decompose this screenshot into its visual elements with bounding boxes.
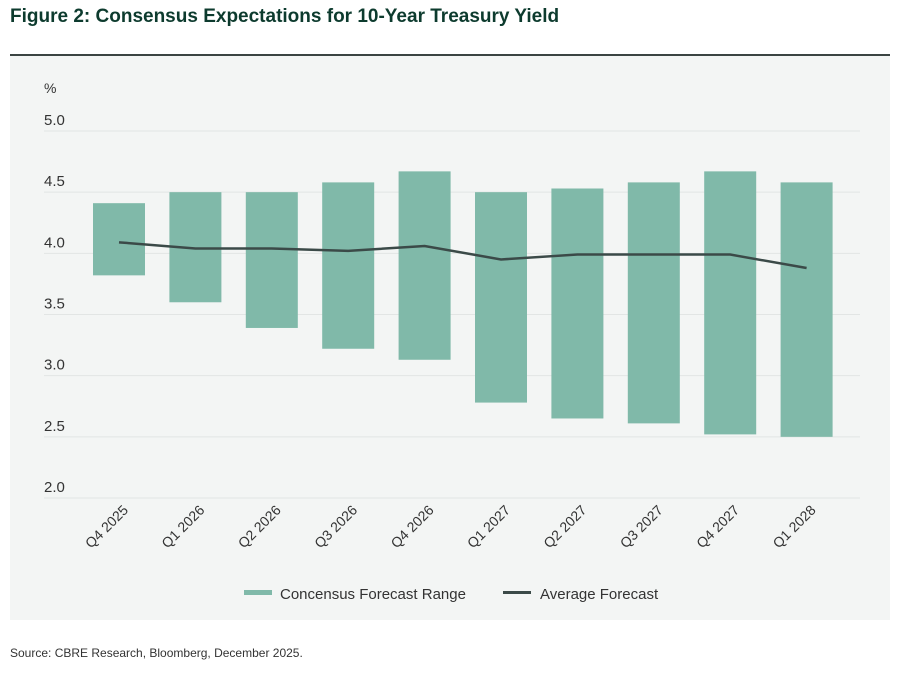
y-tick-label: 4.0	[44, 234, 65, 251]
range-bar	[627, 182, 680, 424]
x-tick-label: Q1 2028	[769, 502, 818, 551]
range-bar	[475, 192, 527, 403]
x-tick-label: Q1 2026	[158, 502, 207, 551]
y-tick-label: 4.5	[44, 173, 65, 190]
x-tick-label: Q3 2027	[617, 502, 666, 551]
x-tick-label: Q3 2026	[311, 502, 360, 551]
y-tick-label: 5.0	[44, 112, 65, 129]
chart: % 5.0 4.5 4.0 3.5 3.0 2.5 2.0 Q4 2025 Q1 2026 Q2 2…	[44, 80, 860, 603]
legend-label-range: Concensus Forecast Range	[280, 586, 466, 603]
range-bar	[245, 192, 298, 328]
source-note: Source: CBRE Research, Bloomberg, Decemb…	[10, 646, 303, 660]
range-bar	[398, 171, 451, 360]
chart-title: Figure 2: Consensus Expectations for 10-…	[10, 6, 560, 27]
x-tick-label: Q4 2025	[82, 502, 131, 551]
range-bar	[780, 182, 833, 437]
x-tick-label: Q2 2026	[235, 502, 284, 551]
chart-panel: % 5.0 4.5 4.0 3.5 3.0 2.5 2.0 Q4 2025 Q1 2026 Q2 2…	[10, 56, 890, 620]
legend-swatch-range	[244, 590, 272, 595]
y-tick-label: 3.5	[44, 296, 65, 313]
range-bar	[93, 203, 145, 276]
range-bar	[322, 182, 375, 349]
range-bar	[704, 171, 757, 435]
title-divider	[10, 54, 890, 56]
y-tick-label: 2.0	[44, 479, 65, 496]
legend-label-average: Average Forecast	[540, 586, 659, 603]
y-tick-label: 2.5	[44, 418, 65, 435]
y-axis-label: %	[44, 80, 56, 96]
legend-swatch-average	[503, 591, 531, 594]
y-tick-label: 3.0	[44, 357, 65, 374]
x-tick-label: Q1 2027	[464, 502, 513, 551]
x-tick-label: Q4 2026	[387, 502, 436, 551]
average-forecast-line	[118, 241, 807, 270]
x-tick-label: Q4 2027	[693, 502, 742, 551]
x-tick-label: Q2 2027	[540, 502, 589, 551]
range-bar	[551, 188, 604, 419]
